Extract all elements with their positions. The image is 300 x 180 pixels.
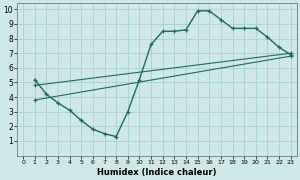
X-axis label: Humidex (Indice chaleur): Humidex (Indice chaleur): [97, 168, 217, 177]
